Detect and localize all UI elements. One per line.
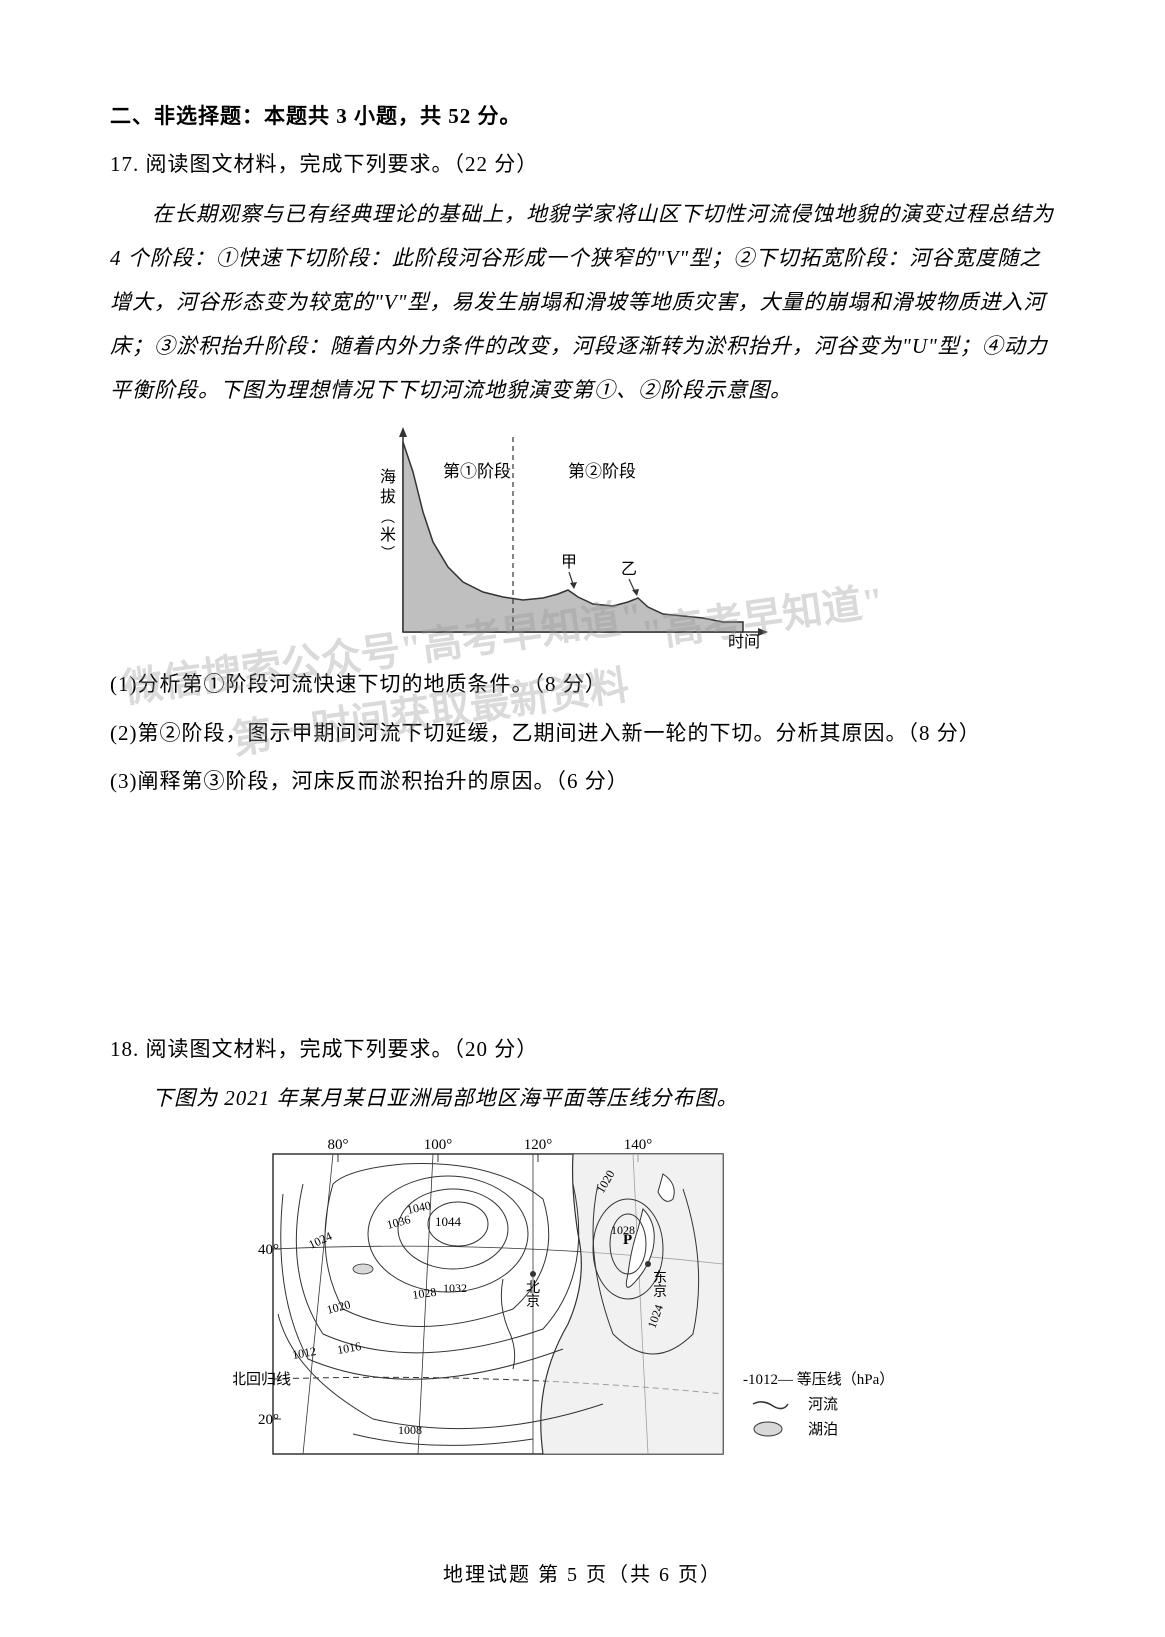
- lat-20: 20°: [258, 1412, 279, 1428]
- isobar-val-0: 1024: [306, 1229, 334, 1252]
- svg-text:米: 米: [379, 526, 395, 544]
- tropic-label: 北回归线: [233, 1371, 291, 1388]
- svg-text:京: 京: [526, 1294, 540, 1310]
- lon-80: 80°: [327, 1137, 348, 1153]
- isobar-val-2: 1040: [405, 1198, 431, 1217]
- q17-sub1: (1)分析第①阶段河流快速下切的地质条件。（8 分）: [110, 662, 1055, 706]
- section-header: 二、非选择题：本题共 3 小题，共 52 分。: [110, 100, 1055, 130]
- q18-intro: 18. 阅读图文材料，完成下列要求。（20 分）: [110, 1033, 1055, 1063]
- p-label: P: [623, 1232, 632, 1248]
- q17-sub3: (3)阐释第③阶段，河床反而淤积抬升的原因。（6 分）: [110, 759, 1055, 803]
- lon-100: 100°: [423, 1137, 452, 1153]
- q18-map-container: 80° 100° 120° 140° 40° 20° 北回归线: [110, 1134, 1055, 1474]
- lon-120: 120°: [523, 1137, 552, 1153]
- stage1-label: 第①阶段: [443, 462, 511, 481]
- q18-map: 80° 100° 120° 140° 40° 20° 北回归线: [233, 1134, 933, 1474]
- isobar-val-6: 1012: [291, 1344, 317, 1362]
- legend-isobar: -1012— 等压线（hPa）: [743, 1370, 894, 1388]
- isobar-val-4: 1028: [411, 1285, 437, 1302]
- isobar-1044: 1044: [435, 1214, 462, 1229]
- isobar-val-3: 1020: [325, 1297, 352, 1317]
- jia-label: 甲: [561, 554, 577, 571]
- q18-caption: 下图为 2021 年某月某日亚洲局部地区海平面等压线分布图。: [110, 1077, 1055, 1119]
- lon-140: 140°: [623, 1137, 652, 1153]
- q17-chart-container: 海 拔 ︵ 米 ︶ 时间 第①阶段 第②阶段 甲 乙: [110, 422, 1055, 652]
- q17-intro: 17. 阅读图文材料，完成下列要求。（22 分）: [110, 148, 1055, 178]
- legend-river: 河流: [808, 1396, 838, 1413]
- q17-chart: 海 拔 ︵ 米 ︶ 时间 第①阶段 第②阶段 甲 乙: [373, 422, 793, 652]
- isobar-val-8: 1008: [398, 1423, 422, 1437]
- isobar-val-7: 1016: [336, 1339, 362, 1357]
- svg-text:︵: ︵: [381, 511, 395, 526]
- y-axis-label: 海: [379, 468, 395, 486]
- beijing-label: 北: [526, 1280, 540, 1296]
- tokyo-label: 东: [653, 1270, 667, 1286]
- page-footer: 地理试题 第 5 页（共 6 页）: [0, 1558, 1165, 1587]
- question-18: 18. 阅读图文材料，完成下列要求。（20 分） 下图为 2021 年某月某日亚…: [110, 1033, 1055, 1474]
- stage2-label: 第②阶段: [568, 462, 636, 481]
- lat-40: 40°: [258, 1242, 279, 1258]
- q17-paragraph: 在长期观察与已有经典理论的基础上，地貌学家将山区下切性河流侵蚀地貌的演变过程总结…: [110, 192, 1055, 412]
- q17-sub2: (2)第②阶段，图示甲期间河流下切延缓，乙期间进入新一轮的下切。分析其原因。（8…: [110, 711, 1055, 755]
- isobar-val-5: 1032: [443, 1281, 467, 1295]
- svg-text:京: 京: [653, 1284, 667, 1300]
- legend-lake: 湖泊: [808, 1421, 838, 1438]
- question-17: 17. 阅读图文材料，完成下列要求。（22 分） 在长期观察与已有经典理论的基础…: [110, 148, 1055, 803]
- svg-text:拔: 拔: [379, 488, 395, 506]
- svg-text:︶: ︶: [381, 546, 395, 562]
- x-axis-label: 时间: [728, 633, 760, 651]
- yi-label: 乙: [621, 561, 637, 578]
